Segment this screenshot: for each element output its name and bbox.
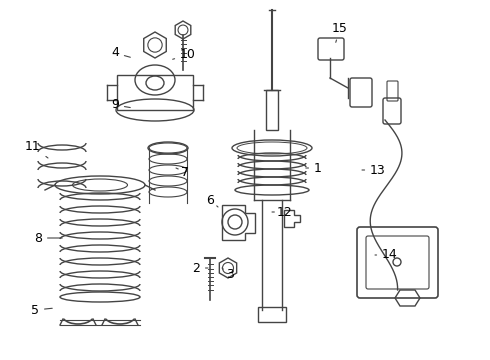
Text: 1: 1	[306, 162, 322, 175]
Text: 9: 9	[111, 99, 130, 112]
Text: 11: 11	[25, 140, 48, 158]
Text: 10: 10	[172, 49, 196, 62]
Text: 3: 3	[222, 268, 234, 282]
Text: 2: 2	[192, 261, 208, 274]
Text: 13: 13	[362, 163, 386, 176]
Text: 6: 6	[206, 194, 218, 207]
Text: 12: 12	[272, 206, 293, 219]
Text: 5: 5	[31, 303, 52, 316]
Text: 4: 4	[111, 46, 130, 59]
Text: 7: 7	[176, 166, 189, 179]
Text: 14: 14	[375, 248, 398, 261]
Text: 15: 15	[332, 22, 348, 42]
Text: 8: 8	[34, 231, 62, 244]
